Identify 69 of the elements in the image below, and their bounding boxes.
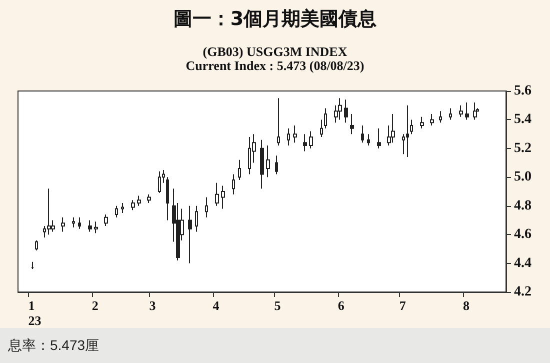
candlestick [188,205,192,264]
candlestick [121,202,124,214]
candlestick [88,220,92,232]
candlestick [147,194,151,204]
x-tick-label: 5 [274,298,282,313]
candlestick [78,216,81,230]
candlestick [420,116,424,129]
candlestick [158,170,161,194]
candlestick [35,240,38,251]
candlestick [350,113,354,135]
candlestick [166,176,169,221]
y-tick-label: 4.2 [514,284,532,300]
x-tick-label: 1 23 [28,298,42,328]
x-tick-label: 8 [462,298,470,313]
candlestick [260,139,264,190]
candlestick [439,110,442,124]
text: 息率：5.473厘 [0,328,550,363]
candlestick [115,205,118,218]
candlestick [238,159,241,181]
candlestick [367,134,370,146]
candlestick [459,104,463,118]
x-tick-label: 4 [212,298,220,313]
y-tick-label: 4.6 [514,227,532,242]
candlestick [205,196,208,218]
candlestick [449,108,452,120]
chart-title: 圖一：3個月期美國債息 [172,7,378,32]
candlestick [137,195,141,206]
candlestick [232,174,235,195]
y-tick-label: 5.4 [514,112,532,128]
candlestick [47,188,51,236]
candlestick [309,130,313,149]
candlestick [406,104,409,158]
candlestick [275,155,278,175]
candlestick [344,99,348,124]
candlestick [131,200,135,211]
candlestick [473,102,477,120]
y-tick-label: 4.8 [514,198,532,214]
candlestick [266,145,270,178]
candlestick [31,261,34,270]
candlestick [94,221,98,234]
candlestick [303,134,307,152]
candlestick [324,108,327,129]
x-tick-label: 6 [338,298,345,313]
candlestick [410,119,413,135]
chart-subtitle: (GB03) USGG3M INDEX [202,44,348,59]
y-tick-label: 4.4 [514,256,532,271]
text: Current Index : 5.473 (08/08/23) [186,58,364,73]
candlestick [465,102,469,120]
candlestick [430,113,434,126]
y-tick-label: 5.6 [514,84,532,98]
candlestick [221,185,225,210]
y-tick-label: 5.0 [514,170,532,185]
candlestick [215,182,219,206]
x-tick-label: 2 [92,298,98,313]
candlestick [72,216,75,228]
candlestick [104,214,108,226]
candlestick [293,124,297,144]
candlestick [277,98,280,146]
candlestick [338,98,342,120]
x-tick-label: 7 [399,298,406,313]
x-tick-label: 3 [149,298,156,313]
candlestick [377,128,381,149]
candlestick [61,216,65,232]
candlestick [320,119,323,138]
candlestick [287,128,290,146]
candlestick [391,113,395,144]
candlestick [361,124,364,144]
y-tick-label: 5.2 [514,140,532,156]
candlestick [195,205,198,232]
